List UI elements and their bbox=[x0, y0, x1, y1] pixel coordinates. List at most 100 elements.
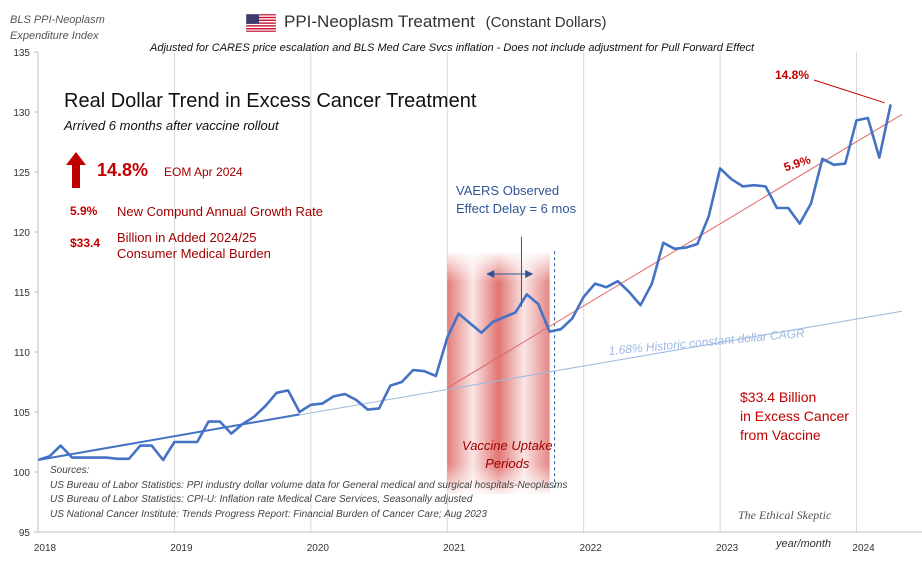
stat-cagr-value: 5.9% bbox=[70, 204, 98, 218]
index-name-line2: Expenditure Index bbox=[10, 30, 99, 42]
data-point bbox=[173, 441, 176, 443]
source-line-2: US Bureau of Labor Statistics: CPI-U: In… bbox=[50, 494, 473, 505]
data-point bbox=[435, 375, 437, 377]
x-tick-label: 2021 bbox=[443, 543, 466, 554]
data-point bbox=[821, 158, 824, 160]
uptake-line1: Vaccine Uptake bbox=[462, 438, 553, 453]
data-point bbox=[867, 117, 869, 119]
data-point bbox=[571, 317, 574, 320]
data-point bbox=[139, 444, 142, 447]
data-point bbox=[491, 321, 494, 323]
y-tick-label: 130 bbox=[13, 108, 30, 119]
data-point bbox=[59, 444, 62, 447]
data-point bbox=[628, 291, 630, 293]
sources-block: Sources: US Bureau of Labor Statistics: … bbox=[50, 464, 567, 522]
data-point bbox=[310, 404, 312, 406]
y-tick-label: 125 bbox=[13, 168, 30, 179]
vaers-annotation: VAERS Observed Effect Delay = 6 mos bbox=[456, 182, 576, 218]
data-point bbox=[844, 162, 846, 165]
data-point bbox=[480, 332, 483, 334]
data-point bbox=[275, 392, 278, 394]
source-line-3: US National Cancer Institute: Trends Pro… bbox=[50, 508, 487, 520]
sources-heading: Sources: bbox=[50, 465, 90, 476]
y-tick-label: 120 bbox=[13, 228, 30, 239]
data-point bbox=[162, 459, 164, 461]
data-point bbox=[332, 395, 335, 398]
data-point bbox=[400, 381, 403, 383]
uptake-annotation: Vaccine Uptake Periods bbox=[462, 437, 553, 473]
panel-headline: Real Dollar Trend in Excess Cancer Treat… bbox=[64, 90, 477, 112]
data-point bbox=[855, 119, 858, 122]
data-point bbox=[639, 304, 642, 307]
data-point bbox=[298, 411, 301, 413]
uptake-band-fade bbox=[447, 253, 550, 494]
excess-line1: $33.4 Billion bbox=[740, 389, 817, 405]
data-point bbox=[207, 420, 210, 423]
data-point bbox=[651, 282, 653, 285]
data-point bbox=[321, 402, 324, 405]
data-point bbox=[662, 242, 665, 244]
data-point bbox=[219, 420, 221, 423]
x-tick-label: 2022 bbox=[580, 543, 603, 554]
data-point bbox=[94, 456, 96, 459]
vaers-line1: VAERS Observed bbox=[456, 183, 560, 198]
data-point bbox=[71, 456, 73, 459]
data-point bbox=[776, 207, 778, 209]
data-point bbox=[742, 185, 744, 188]
data-point bbox=[82, 456, 85, 459]
peak-increase-label: 14.8% bbox=[775, 68, 810, 82]
data-point bbox=[889, 104, 892, 106]
data-point bbox=[230, 432, 233, 435]
stat-burden-label-line2: Consumer Medical Burden bbox=[117, 246, 271, 261]
data-point bbox=[832, 164, 835, 166]
data-point bbox=[423, 370, 426, 373]
series-line-path bbox=[37, 104, 892, 462]
y-tick-label: 135 bbox=[13, 48, 30, 59]
data-point bbox=[287, 389, 289, 392]
data-point bbox=[344, 393, 346, 395]
data-point bbox=[355, 399, 358, 401]
data-point bbox=[116, 458, 119, 460]
excess-line3: from Vaccine bbox=[740, 427, 821, 443]
data-point bbox=[730, 178, 733, 180]
y-tick-label: 115 bbox=[14, 288, 30, 299]
red-up-arrow-icon bbox=[66, 152, 86, 188]
data-point bbox=[264, 405, 267, 407]
index-name: BLS PPI-Neoplasm Expenditure Index bbox=[10, 12, 105, 44]
uptake-line2: Periods bbox=[485, 456, 530, 471]
chart-title-main: PPI-Neoplasm Treatment bbox=[284, 12, 475, 31]
data-point bbox=[537, 303, 540, 305]
data-point bbox=[707, 215, 710, 218]
x-tick-label: 2018 bbox=[34, 543, 57, 554]
stat-burden-value: $33.4 bbox=[70, 236, 101, 250]
chart-title: PPI-Neoplasm Treatment (Constant Dollars… bbox=[284, 12, 606, 32]
data-point bbox=[446, 336, 449, 339]
data-point bbox=[469, 322, 471, 325]
x-axis-unit-label: year/month bbox=[776, 538, 832, 550]
watermark: The Ethical Skeptic bbox=[738, 508, 832, 522]
data-point bbox=[412, 369, 414, 371]
data-point bbox=[526, 293, 528, 296]
data-point bbox=[685, 246, 687, 249]
vaers-line2: Effect Delay = 6 mos bbox=[456, 201, 577, 216]
data-point bbox=[184, 441, 187, 443]
data-point bbox=[105, 456, 108, 459]
chart-subtitle: Adjusted for CARES price escalation and … bbox=[150, 42, 755, 54]
index-name-line1: BLS PPI-Neoplasm bbox=[10, 14, 105, 26]
stat-increase-label: EOM Apr 2024 bbox=[164, 165, 243, 179]
stat-increase-value: 14.8% bbox=[97, 160, 149, 180]
panel-subhead: Arrived 6 months after vaccine rollout bbox=[64, 118, 279, 133]
prevax-fit-line bbox=[37, 413, 300, 461]
annotation-shapes bbox=[486, 79, 885, 307]
data-point bbox=[787, 207, 790, 209]
data-point bbox=[128, 458, 130, 460]
data-point bbox=[605, 286, 608, 289]
x-tick-label: 2019 bbox=[170, 543, 193, 554]
y-tick-label: 95 bbox=[19, 528, 31, 539]
data-point bbox=[548, 330, 551, 333]
data-point bbox=[514, 311, 517, 314]
x-tick-label: 2023 bbox=[716, 543, 739, 554]
data-point bbox=[389, 384, 392, 387]
data-point bbox=[798, 222, 801, 225]
